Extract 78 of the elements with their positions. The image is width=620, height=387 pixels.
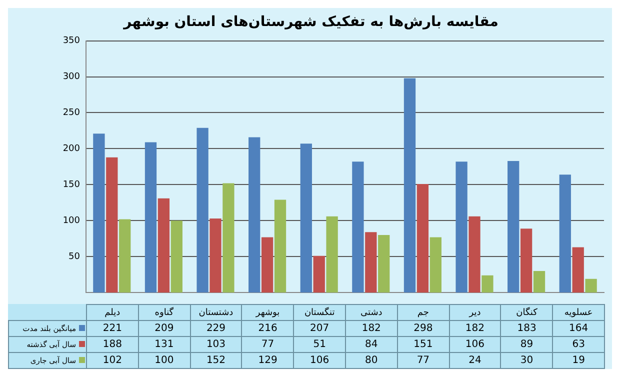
data-label: 84 <box>345 336 398 352</box>
data-label: 80 <box>345 352 398 368</box>
bar <box>508 160 520 293</box>
data-label: 183 <box>500 320 553 336</box>
bar <box>144 142 157 293</box>
x-tick-label: گناوه <box>138 304 190 320</box>
bar <box>222 183 234 293</box>
bar <box>196 128 208 293</box>
x-tick-label: کنگان <box>500 304 553 320</box>
data-label: 182 <box>345 320 398 336</box>
bar <box>378 235 390 293</box>
x-tick-label: جم <box>397 304 450 320</box>
y-tick-label: 300 <box>62 72 80 82</box>
bar <box>404 78 416 293</box>
data-label: 152 <box>190 352 242 368</box>
data-label: 151 <box>397 336 450 352</box>
data-label: 30 <box>500 352 553 368</box>
bar <box>300 144 312 293</box>
x-tick-label: دشتی <box>345 304 398 320</box>
bar <box>468 216 480 293</box>
data-label: 229 <box>190 320 242 336</box>
bar <box>119 219 131 293</box>
x-tick-label: دشتستان <box>190 304 242 320</box>
y-tick-label: 350 <box>62 36 80 46</box>
data-label: 182 <box>449 320 501 336</box>
y-tick-label: 250 <box>62 108 80 118</box>
data-label: 221 <box>86 320 138 336</box>
bar <box>352 162 364 293</box>
bar <box>158 198 170 293</box>
bar <box>210 218 222 293</box>
data-label: 89 <box>500 336 553 352</box>
data-label: 106 <box>294 352 346 368</box>
data-label: 298 <box>397 320 450 336</box>
y-tick-label: 100 <box>62 216 80 226</box>
bar <box>326 216 338 293</box>
x-tick-label: دیر <box>449 304 501 320</box>
y-tick-label: 200 <box>62 144 80 154</box>
bar <box>559 174 571 293</box>
y-tick-label: 150 <box>62 180 80 190</box>
data-label: 131 <box>138 336 190 352</box>
bar <box>261 237 274 293</box>
bar <box>482 275 494 293</box>
bar <box>585 278 597 293</box>
x-tick-label: تنگستان <box>294 304 346 320</box>
chart-title: مقایسه بارش‌ها به تفکیک شهرستان‌های استان بوشهر <box>122 14 498 30</box>
bar <box>520 228 532 293</box>
x-tick-label: عسلویه <box>552 304 604 320</box>
data-label: 100 <box>138 352 190 368</box>
x-tick-label: بوشهر <box>242 304 294 320</box>
bar <box>170 220 182 293</box>
data-label: 103 <box>190 336 242 352</box>
data-label: 164 <box>552 320 604 336</box>
data-label: 209 <box>138 320 190 336</box>
bar <box>533 271 546 293</box>
data-label: 102 <box>86 352 138 368</box>
data-label: 207 <box>294 320 346 336</box>
data-label: 24 <box>449 352 501 368</box>
data-label: 216 <box>242 320 294 336</box>
bar <box>274 200 286 293</box>
x-tick-label: دیلم <box>86 304 138 320</box>
y-tick-label: 50 <box>68 252 80 262</box>
bar <box>416 184 429 293</box>
data-label: 106 <box>449 336 501 352</box>
data-label: 188 <box>86 336 138 352</box>
bar <box>430 237 442 293</box>
data-label: 77 <box>397 352 450 368</box>
data-label: 51 <box>294 336 346 352</box>
data-label: 77 <box>242 336 294 352</box>
bar <box>572 247 584 293</box>
bar <box>456 162 468 293</box>
data-label: 19 <box>552 352 604 368</box>
bar <box>93 134 105 293</box>
bar <box>313 256 325 293</box>
bar <box>106 157 118 293</box>
bar <box>248 137 260 293</box>
bar <box>365 232 377 293</box>
data-label: 129 <box>242 352 294 368</box>
data-label: 63 <box>552 336 604 352</box>
